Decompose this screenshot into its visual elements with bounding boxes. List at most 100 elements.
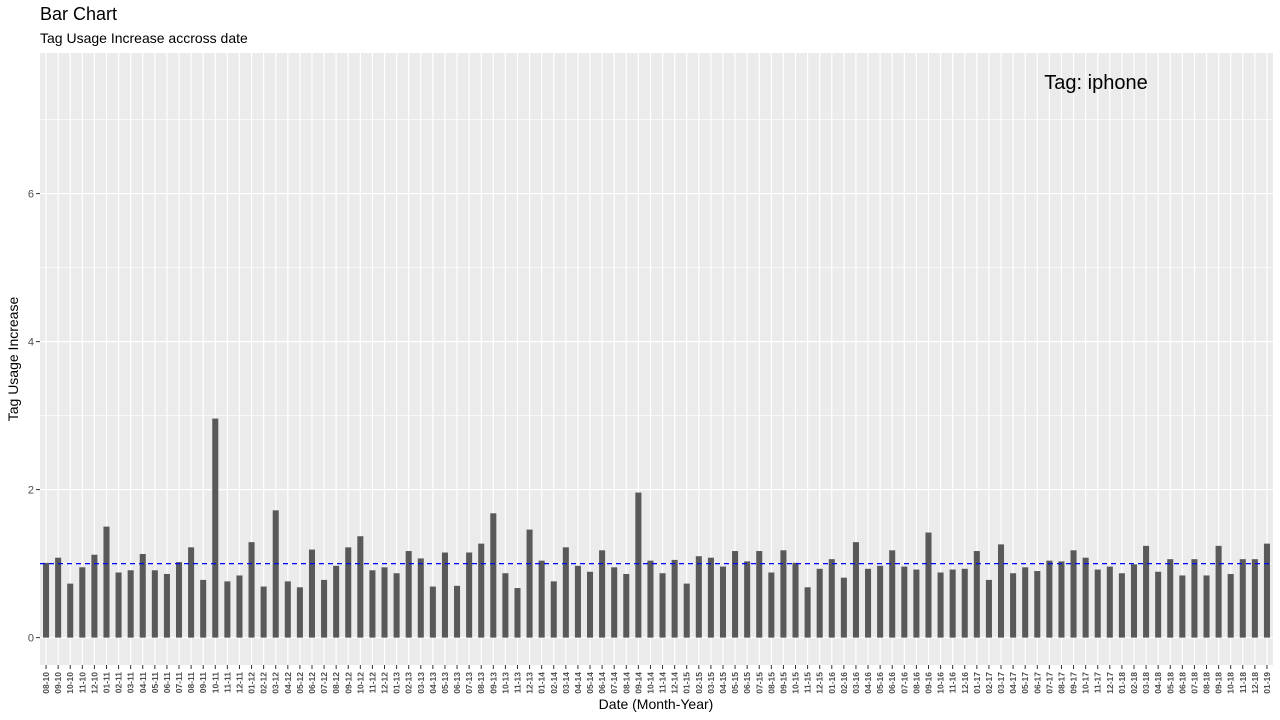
bar-01-14 (538, 560, 545, 638)
bar-11-10 (79, 567, 86, 638)
bar-08-14 (623, 573, 630, 638)
bar-04-13 (429, 586, 436, 638)
bar-10-18 (1227, 573, 1234, 638)
x-tick-label: 10-10 (65, 672, 75, 694)
bar-09-17 (1070, 550, 1077, 638)
x-tick-label: 08-10 (41, 672, 51, 694)
x-tick-label: 12-16 (960, 672, 970, 694)
bar-11-11 (224, 581, 231, 638)
x-tick-label: 05-11 (150, 672, 160, 694)
bar-01-15 (683, 583, 690, 638)
x-tick-label: 09-14 (633, 672, 643, 694)
x-tick-label: 09-16 (923, 672, 933, 694)
bar-04-14 (574, 565, 581, 638)
bar-09-15 (780, 550, 787, 638)
x-tick-label: 10-14 (645, 672, 655, 694)
bar-05-15 (732, 551, 739, 638)
x-tick-label: 11-13 (512, 672, 522, 694)
x-tick-label: 02-12 (259, 672, 269, 694)
x-tick-label: 05-12 (295, 672, 305, 694)
x-tick-label: 11-18 (1238, 672, 1248, 694)
bar-06-17 (1034, 571, 1041, 638)
x-tick-label: 10-17 (1081, 672, 1091, 694)
bar-11-15 (804, 587, 811, 638)
y-tick-label: 6 (28, 189, 34, 201)
x-tick-label: 01-13 (392, 672, 402, 694)
bar-03-18 (1143, 545, 1150, 638)
x-tick-label: 10-12 (355, 672, 365, 694)
x-tick-label: 11-17 (1093, 672, 1103, 694)
bar-03-16 (852, 542, 859, 638)
bar-07-14 (611, 567, 618, 638)
x-tick-label: 07-15 (754, 672, 764, 694)
bar-06-12 (308, 549, 316, 638)
y-tick-label: 4 (28, 337, 34, 349)
x-tick-label: 09-11 (198, 672, 208, 694)
bar-10-12 (357, 536, 364, 638)
x-tick-label: 02-11 (114, 672, 124, 694)
y-tick-label: 0 (28, 633, 34, 645)
x-tick-label: 07-18 (1189, 672, 1199, 694)
x-tick-label: 11-15 (803, 672, 813, 694)
bar-06-14 (599, 550, 606, 638)
x-tick-label: 11-11 (222, 672, 232, 693)
x-tick-label: 12-18 (1250, 672, 1260, 694)
x-tick-label: 07-14 (609, 672, 619, 694)
x-tick-label: 10-11 (210, 672, 220, 694)
bar-09-16 (925, 532, 932, 638)
bar-01-16 (828, 559, 835, 638)
x-tick-label: 09-17 (1069, 672, 1079, 694)
bar-10-14 (647, 560, 654, 638)
x-tick-label: 03-14 (561, 672, 571, 694)
bar-09-10 (55, 557, 62, 638)
bar-10-11 (212, 418, 219, 638)
bar-05-17 (1022, 567, 1029, 638)
bar-05-14 (586, 571, 594, 638)
x-tick-label: 02-16 (839, 672, 849, 694)
x-tick-label: 04-13 (428, 672, 438, 694)
bar-07-17 (1046, 560, 1053, 638)
bar-02-16 (840, 577, 847, 638)
bar-01-19 (1263, 543, 1270, 638)
x-tick-label: 01-17 (972, 672, 982, 694)
tag-annotation: Tag: iphone (1044, 72, 1147, 94)
y-tick-label: 2 (28, 485, 34, 497)
bar-08-12 (333, 565, 340, 638)
x-tick-label: 12-12 (380, 672, 390, 694)
x-tick-label: 04-11 (138, 672, 148, 694)
x-tick-label: 04-18 (1153, 672, 1163, 694)
x-tick-label: 06-12 (307, 672, 317, 694)
bar-10-17 (1082, 557, 1089, 638)
bar-08-13 (478, 543, 485, 638)
x-tick-label: 07-11 (174, 672, 184, 694)
bar-01-17 (973, 551, 980, 638)
x-tick-label: 07-12 (319, 672, 329, 694)
x-tick-label: 05-16 (875, 672, 885, 694)
bar-05-12 (296, 587, 303, 638)
bar-09-14 (635, 492, 642, 638)
bar-09-18 (1215, 545, 1222, 638)
bar-08-11 (188, 547, 195, 638)
x-tick-label: 04-15 (718, 672, 728, 694)
bar-03-17 (997, 544, 1005, 638)
bar-02-18 (1130, 564, 1138, 638)
bar-10-16 (937, 572, 944, 638)
x-tick-label: 04-14 (573, 672, 583, 694)
x-tick-label: 07-17 (1044, 672, 1054, 694)
y-axis-label: Tag Usage Increase (5, 297, 21, 422)
x-tick-label: 06-15 (742, 672, 752, 694)
bar-12-13 (526, 529, 533, 638)
x-axis-label: Date (Month-Year) (599, 696, 714, 712)
x-tick-label: 09-13 (488, 672, 498, 694)
bar-02-14 (550, 581, 557, 638)
bar-05-11 (151, 570, 158, 638)
x-tick-label: 08-11 (186, 672, 196, 694)
x-tick-label: 03-13 (416, 672, 426, 694)
bar-06-16 (889, 550, 896, 638)
bar-08-10 (43, 562, 50, 638)
x-tick-label: 06-14 (597, 672, 607, 694)
bar-07-16 (901, 566, 908, 638)
bar-07-13 (466, 552, 473, 638)
bar-11-17 (1094, 569, 1101, 638)
x-tick-label: 05-13 (440, 672, 450, 694)
